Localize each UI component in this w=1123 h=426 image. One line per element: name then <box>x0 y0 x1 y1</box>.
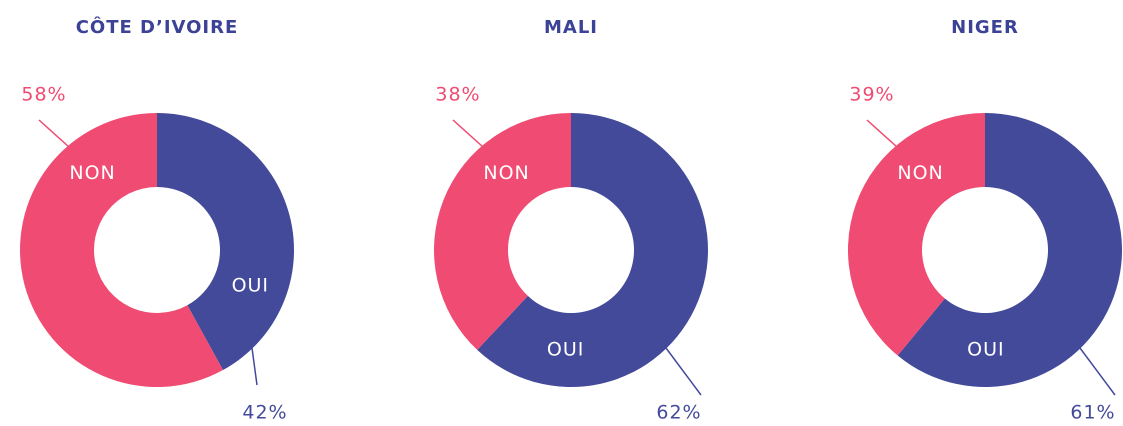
value-label: 61% <box>1070 402 1115 424</box>
leader-line <box>251 347 258 386</box>
donut-segment <box>20 113 224 388</box>
segment-label: NON <box>483 162 529 184</box>
chart-title: CÔTE D’IVOIRE <box>76 16 239 38</box>
donut-segment <box>848 113 985 356</box>
donut-segment <box>897 113 1122 388</box>
leader-line <box>665 347 702 396</box>
chart-title: NIGER <box>951 17 1019 38</box>
chart-title: MALI <box>544 17 598 38</box>
segment-label: OUI <box>232 274 269 296</box>
leader-line <box>1079 347 1116 396</box>
leader-line <box>866 119 898 148</box>
leader-line <box>38 119 70 148</box>
donut-segment <box>477 113 708 387</box>
segment-label: NON <box>69 162 115 184</box>
leader-line <box>452 119 484 148</box>
segment-label: OUI <box>967 338 1004 360</box>
segment-label: OUI <box>547 338 584 360</box>
donut-segment <box>157 113 295 371</box>
donut-segment <box>433 113 571 350</box>
value-label: 39% <box>849 84 894 106</box>
value-label: 42% <box>242 402 287 424</box>
value-label: 38% <box>435 84 480 106</box>
value-label: 58% <box>21 84 66 106</box>
value-label: 62% <box>656 402 701 424</box>
segment-label: NON <box>897 162 943 184</box>
